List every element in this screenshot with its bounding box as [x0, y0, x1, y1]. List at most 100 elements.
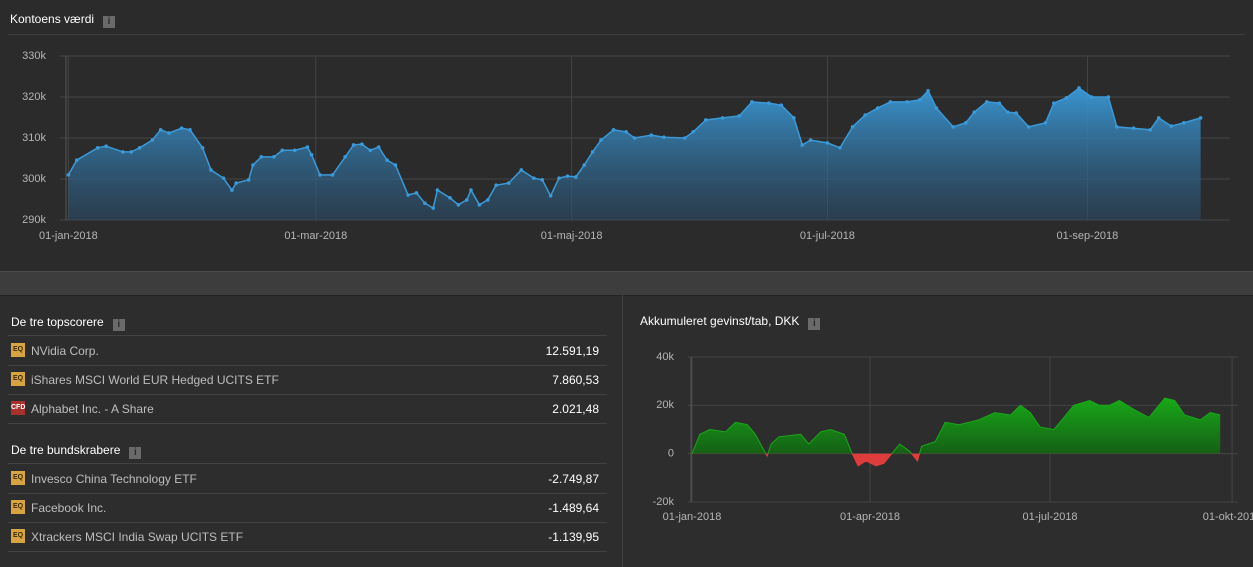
point: [272, 155, 276, 159]
info-icon[interactable]: i: [112, 319, 125, 331]
y-tick-label: 290k: [22, 214, 46, 226]
title-text: Akkumuleret gevinst/tab, DKK: [640, 314, 800, 328]
point: [246, 178, 251, 182]
point: [494, 183, 498, 187]
y-tick-label: -20k: [653, 496, 675, 508]
point: [875, 106, 880, 110]
point: [691, 130, 696, 134]
point: [343, 155, 347, 159]
point: [1005, 110, 1010, 114]
section-title: De tre bundskrabere i: [11, 443, 142, 459]
point: [951, 125, 956, 129]
point: [519, 168, 524, 172]
instrument-name: Invesco China Technology ETF: [31, 472, 197, 486]
point: [766, 101, 771, 105]
instrument-name: Xtrackers MSCI India Swap UCITS ETF: [31, 530, 244, 544]
point: [360, 142, 364, 146]
point: [66, 173, 71, 177]
x-tick-label: 01-sep-2018: [1057, 230, 1119, 242]
point: [825, 141, 830, 145]
gain-value: 12.591,19: [545, 344, 599, 358]
point: [850, 125, 855, 129]
x-tick-label: 01-apr-2018: [840, 511, 900, 523]
point: [808, 138, 813, 142]
section-header: De tre topscorere i: [8, 306, 607, 336]
point: [557, 176, 561, 180]
point: [121, 150, 125, 154]
point: [838, 146, 842, 150]
point: [1131, 126, 1136, 130]
y-tick-label: 310k: [22, 132, 46, 144]
table-row: EQ iShares MSCI World EUR Hedged UCITS ET…: [8, 365, 607, 395]
point: [1198, 116, 1203, 120]
point: [964, 121, 968, 125]
y-tick-label: 300k: [22, 173, 46, 185]
point: [435, 188, 440, 192]
x-tick-label: 01-jul-2018: [1023, 511, 1078, 523]
point: [129, 150, 134, 154]
info-icon[interactable]: i: [103, 16, 116, 28]
info-icon[interactable]: i: [129, 447, 142, 459]
point: [506, 181, 511, 185]
title-text: De tre bundskrabere: [11, 443, 121, 457]
point: [293, 148, 297, 153]
point: [984, 100, 989, 104]
point: [351, 143, 356, 147]
instrument-name: Facebook Inc.: [31, 501, 107, 515]
point: [632, 136, 637, 140]
point: [280, 148, 285, 153]
point: [582, 163, 586, 167]
section-header: De tre bundskrabere i: [8, 434, 607, 464]
point: [477, 203, 482, 207]
point: [74, 158, 79, 162]
point: [1077, 86, 1081, 90]
x-tick-label: 01-jan-2018: [663, 511, 722, 523]
point: [750, 100, 754, 104]
panel-title: Akkumuleret gevinst/tab, DKK i: [640, 314, 821, 330]
point: [863, 113, 867, 117]
point: [469, 188, 473, 192]
point: [251, 163, 255, 167]
x-tick-label: 01-jan-2018: [39, 230, 98, 242]
point: [1156, 116, 1161, 120]
point: [393, 163, 398, 167]
badge: CFD: [11, 401, 25, 415]
point: [917, 98, 922, 102]
point: [934, 106, 939, 110]
y-tick-label: 20k: [656, 399, 674, 411]
point: [800, 143, 805, 147]
panel-title: Kontoens værdi i: [10, 12, 116, 28]
section-title: De tre topscorere i: [11, 315, 125, 331]
point: [104, 144, 108, 148]
point: [548, 194, 553, 198]
point: [779, 103, 784, 107]
table-row: EQ Xtrackers MSCI India Swap UCITS ETF -1.…: [8, 522, 607, 552]
point: [230, 188, 234, 192]
point: [368, 148, 373, 153]
point: [431, 206, 436, 210]
point: [1043, 121, 1048, 125]
y-tick-label: 40k: [656, 351, 674, 363]
badge: EQ: [11, 372, 25, 386]
point: [792, 116, 796, 120]
point: [485, 198, 490, 202]
table-row: CFD Alphabet Inc. - A Share 2.021,48: [8, 394, 607, 424]
gain-value: -2.749,87: [548, 472, 599, 486]
y-tick-label: 320k: [22, 91, 46, 103]
point: [926, 89, 930, 93]
point: [737, 114, 742, 118]
instrument-name: iShares MSCI World EUR Hedged UCITS ETF: [31, 373, 279, 387]
point: [532, 176, 536, 180]
info-icon[interactable]: i: [808, 318, 821, 330]
point: [1026, 125, 1031, 129]
y-tick-label: 0: [668, 448, 674, 460]
badge: EQ: [11, 471, 25, 485]
point: [188, 128, 192, 132]
point: [259, 155, 264, 159]
point: [1148, 128, 1153, 132]
point: [318, 173, 322, 177]
table-row: EQ Invesco China Technology ETF -2.749,87: [8, 464, 607, 494]
table-row: EQ Facebook Inc. -1.489,64: [8, 493, 607, 523]
